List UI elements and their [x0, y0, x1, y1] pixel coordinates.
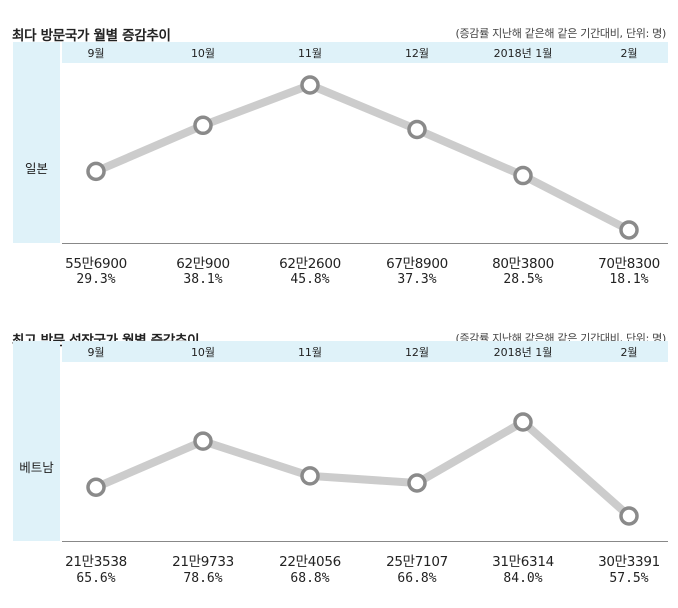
month-label: 2018년 1월: [493, 346, 553, 359]
data-point: [193, 115, 213, 136]
data-point: [86, 477, 106, 498]
month-header: 9월 10월 11월 12월 2018년 1월 2월: [62, 341, 668, 362]
growth-label: 37.3%: [397, 272, 437, 287]
value-label: 67만8900: [386, 256, 448, 272]
value-label: 21만3538: [65, 554, 127, 570]
chart-title: 최다 방문국가 월별 증감추이: [12, 28, 171, 44]
country-label-box: 일본: [13, 42, 60, 243]
value-label: 22만4056: [279, 554, 341, 570]
chart-note: (증감률 지난해 같은해 같은 기간대비, 단위: 명): [455, 27, 666, 40]
growth-label: 38.1%: [183, 272, 223, 287]
line-chart-japan: [86, 75, 639, 240]
country-label-box: 베트남: [13, 341, 60, 541]
month-label: 2월: [620, 47, 638, 60]
chart-panel-vietnam: 최고 방문 성장국가 월별 증감추이 (증감률 지난해 같은해 같은 기간대비,…: [0, 305, 678, 605]
growth-label: 28.5%: [503, 272, 543, 287]
data-point: [193, 431, 213, 451]
value-label: 62만2600: [279, 256, 341, 272]
data-point: [407, 119, 427, 140]
value-label: 31만6314: [492, 554, 554, 570]
value-label: 70만8300: [598, 256, 660, 272]
data-point: [300, 75, 320, 95]
divider-rule: [62, 541, 668, 542]
month-label: 12월: [404, 346, 430, 359]
value-label: 80만3800: [492, 256, 554, 272]
series-line: [94, 418, 632, 519]
country-label: 베트남: [19, 460, 54, 475]
data-point: [619, 506, 639, 526]
growth-label: 68.8%: [290, 571, 330, 586]
data-point: [86, 161, 106, 182]
data-point: [407, 473, 427, 493]
month-label: 11월: [297, 47, 323, 60]
month-label: 9월: [87, 346, 105, 359]
month-label: 2018년 1월: [493, 47, 553, 60]
line-chart-vietnam: [86, 412, 639, 526]
month-label: 9월: [87, 47, 105, 60]
data-point: [619, 220, 639, 240]
value-label: 62만900: [176, 256, 230, 272]
growth-label: 57.5%: [609, 571, 649, 586]
growth-label: 66.8%: [397, 571, 437, 586]
divider-rule: [62, 243, 668, 244]
growth-label: 65.6%: [76, 571, 116, 586]
value-label: 30만3391: [598, 554, 660, 570]
data-point: [300, 466, 320, 486]
month-header: 9월 10월 11월 12월 2018년 1월 2월: [62, 42, 668, 63]
data-point: [513, 412, 533, 432]
growth-label: 18.1%: [609, 272, 649, 287]
month-label: 10월: [190, 47, 216, 60]
growth-label: 45.8%: [290, 272, 330, 287]
chart-panel-japan: 최다 방문국가 월별 증감추이 (증감률 지난해 같은해 같은 기간대비, 단위…: [0, 0, 678, 300]
series-line: [94, 81, 631, 234]
month-label: 12월: [404, 47, 430, 60]
growth-label: 84.0%: [503, 571, 543, 586]
month-label: 10월: [190, 346, 216, 359]
month-label: 2월: [620, 346, 638, 359]
growth-label: 78.6%: [183, 571, 223, 586]
data-point: [513, 165, 533, 186]
value-label: 25만7107: [386, 554, 448, 570]
month-label: 11월: [297, 346, 323, 359]
growth-label: 29.3%: [76, 272, 116, 287]
value-label: 55만6900: [65, 256, 127, 272]
country-label: 일본: [24, 161, 48, 176]
value-label: 21만9733: [172, 554, 234, 570]
